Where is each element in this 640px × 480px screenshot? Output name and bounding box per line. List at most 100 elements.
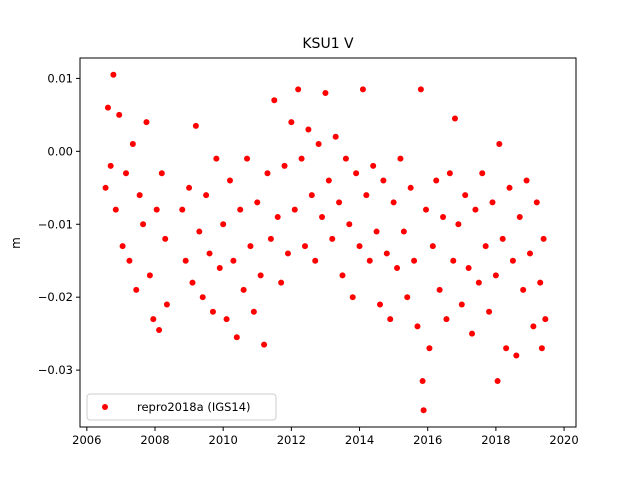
data-point: [284, 250, 291, 257]
data-point: [267, 235, 274, 242]
data-point: [126, 257, 133, 264]
y-axis: −0.03 −0.02 −0.01 0.00 0.01: [38, 71, 80, 377]
data-point: [213, 155, 220, 162]
data-point: [107, 162, 114, 169]
data-point: [404, 294, 411, 301]
data-point: [281, 162, 288, 169]
data-point: [537, 279, 544, 286]
data-point: [223, 316, 230, 323]
data-point: [349, 294, 356, 301]
x-tick-label: 2018: [481, 433, 510, 447]
legend: repro2018a (IGS14): [86, 393, 277, 421]
data-point: [278, 279, 285, 286]
data-point: [373, 228, 380, 235]
data-point: [436, 286, 443, 293]
data-point: [429, 243, 436, 250]
data-point: [133, 286, 140, 293]
data-point: [158, 170, 165, 177]
data-point: [411, 257, 418, 264]
data-point: [298, 155, 305, 162]
data-point: [123, 170, 130, 177]
data-point: [146, 272, 153, 279]
data-point: [420, 407, 427, 414]
data-point: [407, 184, 414, 191]
y-tick-label: 0.00: [47, 144, 73, 158]
data-point: [339, 272, 346, 279]
data-point: [390, 199, 397, 206]
y-axis-label: m: [9, 237, 23, 249]
data-point: [136, 192, 143, 199]
data-point: [400, 228, 407, 235]
data-point: [363, 192, 370, 199]
data-point: [261, 341, 268, 348]
data-point: [199, 294, 206, 301]
data-point: [530, 323, 537, 330]
data-point: [288, 119, 295, 126]
data-point: [274, 213, 281, 220]
data-point: [240, 286, 247, 293]
data-point: [359, 86, 366, 93]
data-point: [387, 316, 394, 323]
legend-marker: [102, 404, 108, 410]
data-point: [342, 155, 349, 162]
data-point: [182, 257, 189, 264]
data-point: [523, 177, 530, 184]
data-point: [206, 250, 213, 257]
data-point: [383, 250, 390, 257]
data-point: [257, 272, 264, 279]
y-tick-label: −0.03: [38, 363, 73, 377]
data-point: [443, 316, 450, 323]
data-point: [203, 192, 210, 199]
legend-box: [86, 393, 277, 421]
y-tick-label: 0.01: [47, 71, 73, 85]
data-point: [220, 221, 227, 228]
data-point: [455, 221, 462, 228]
data-point: [526, 250, 533, 257]
data-point: [156, 327, 163, 334]
data-point: [325, 177, 332, 184]
data-point: [244, 155, 251, 162]
data-point: [291, 206, 298, 213]
data-point: [209, 308, 216, 315]
data-point: [479, 170, 486, 177]
data-point: [226, 177, 233, 184]
data-point: [475, 279, 482, 286]
legend-label: repro2018a (IGS14): [137, 400, 251, 414]
data-point: [112, 206, 119, 213]
data-point: [192, 122, 199, 129]
data-point: [332, 133, 339, 140]
x-tick-label: 2016: [413, 433, 442, 447]
data-point: [315, 141, 322, 148]
data-point: [433, 177, 440, 184]
data-point: [186, 184, 193, 191]
data-point: [513, 352, 520, 359]
data-point: [506, 184, 513, 191]
data-point: [301, 243, 308, 250]
x-axis: 2006 2008 2010 2012 2014 2016 2018 2020: [72, 427, 579, 447]
data-point: [119, 243, 126, 250]
data-point: [465, 265, 472, 272]
data-point: [509, 257, 516, 264]
data-point: [542, 316, 549, 323]
data-points: [102, 71, 549, 414]
data-point: [397, 155, 404, 162]
data-point: [237, 206, 244, 213]
data-point: [153, 206, 160, 213]
data-point: [426, 345, 433, 352]
data-point: [233, 334, 240, 341]
data-point: [496, 141, 503, 148]
data-point: [329, 235, 336, 242]
data-point: [179, 206, 186, 213]
data-point: [394, 265, 401, 272]
data-point: [104, 104, 111, 111]
x-tick-label: 2006: [72, 433, 101, 447]
data-point: [264, 170, 271, 177]
data-point: [446, 170, 453, 177]
data-point: [116, 111, 123, 118]
data-point: [162, 235, 169, 242]
data-point: [370, 162, 377, 169]
y-tick-label: −0.01: [38, 217, 73, 231]
data-point: [356, 243, 363, 250]
data-point: [450, 257, 457, 264]
